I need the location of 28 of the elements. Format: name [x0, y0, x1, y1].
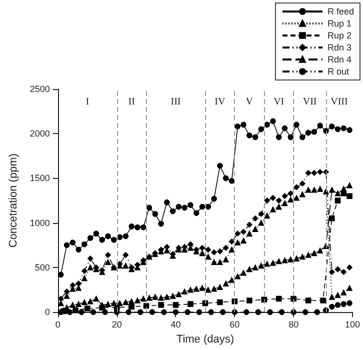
y-tick-label: 2500 — [30, 84, 50, 94]
legend-label: Rdn 4 — [327, 54, 352, 64]
y-tick-label: 0 — [44, 307, 50, 318]
annotation: I — [86, 96, 90, 108]
x-tick-label: 80 — [288, 320, 299, 330]
x-tick-label: 40 — [170, 320, 181, 330]
y-tick-label: 500 — [34, 262, 50, 272]
y-tick-label: 1000 — [30, 218, 50, 228]
annotation: II — [128, 96, 135, 108]
annotation: VIII — [330, 96, 348, 108]
annotation: IV — [214, 96, 226, 108]
x-tick-label: 20 — [112, 320, 122, 330]
annotation: VII — [302, 96, 317, 108]
x-tick-label: 100 — [344, 320, 360, 330]
legend-label: Rup 2 — [327, 30, 352, 40]
legend-label: Rup 1 — [327, 18, 352, 28]
annotation: VI — [274, 96, 284, 108]
x-axis-title: Time (days) — [176, 334, 234, 346]
y-tick-label: 1500 — [30, 173, 50, 184]
legend-label: R out — [327, 66, 350, 76]
x-tick-label: 60 — [230, 320, 240, 330]
x-tick-label: 0 — [55, 320, 60, 330]
y-axis-title: Concetration (ppm) — [8, 153, 20, 248]
annotation: V — [246, 96, 254, 108]
legend-label: R feed — [327, 6, 354, 16]
annotation: III — [170, 96, 181, 108]
legend-label: Rdn 3 — [327, 42, 352, 52]
y-tick-label: 2000 — [30, 128, 50, 139]
